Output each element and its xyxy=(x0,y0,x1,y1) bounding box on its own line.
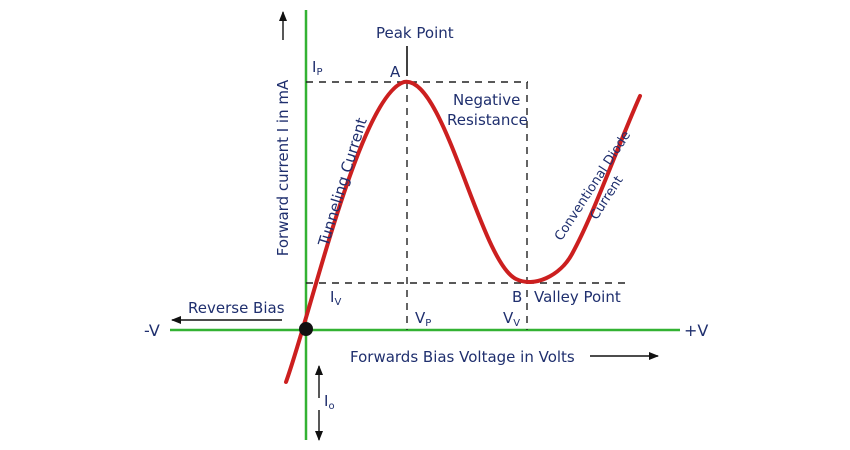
negative-resistance-line2: Resistance xyxy=(447,111,528,129)
io-label: Io xyxy=(324,392,335,412)
negative-resistance-line1: Negative xyxy=(453,91,520,109)
point-b-label: B xyxy=(512,288,522,306)
negative-v-label: -V xyxy=(144,321,160,340)
peak-point-label: Peak Point xyxy=(376,24,454,42)
ip-label: IP xyxy=(312,58,322,78)
iv-characteristic-curve xyxy=(284,79,642,384)
valley-point-label: Valley Point xyxy=(534,288,621,306)
iv-label: IV xyxy=(330,288,341,308)
y-axis-label: Forward current I in mA xyxy=(274,79,292,256)
positive-v-label: +V xyxy=(684,321,708,340)
vp-label: VP xyxy=(415,309,431,329)
tunneling-current-label: Tunneling Current xyxy=(314,116,370,250)
reverse-bias-label: Reverse Bias xyxy=(188,299,285,317)
x-axis-label: Forwards Bias Voltage in Volts xyxy=(350,348,575,366)
vv-label: VV xyxy=(503,309,520,329)
point-a-label: A xyxy=(390,63,401,81)
origin-point xyxy=(299,322,313,336)
